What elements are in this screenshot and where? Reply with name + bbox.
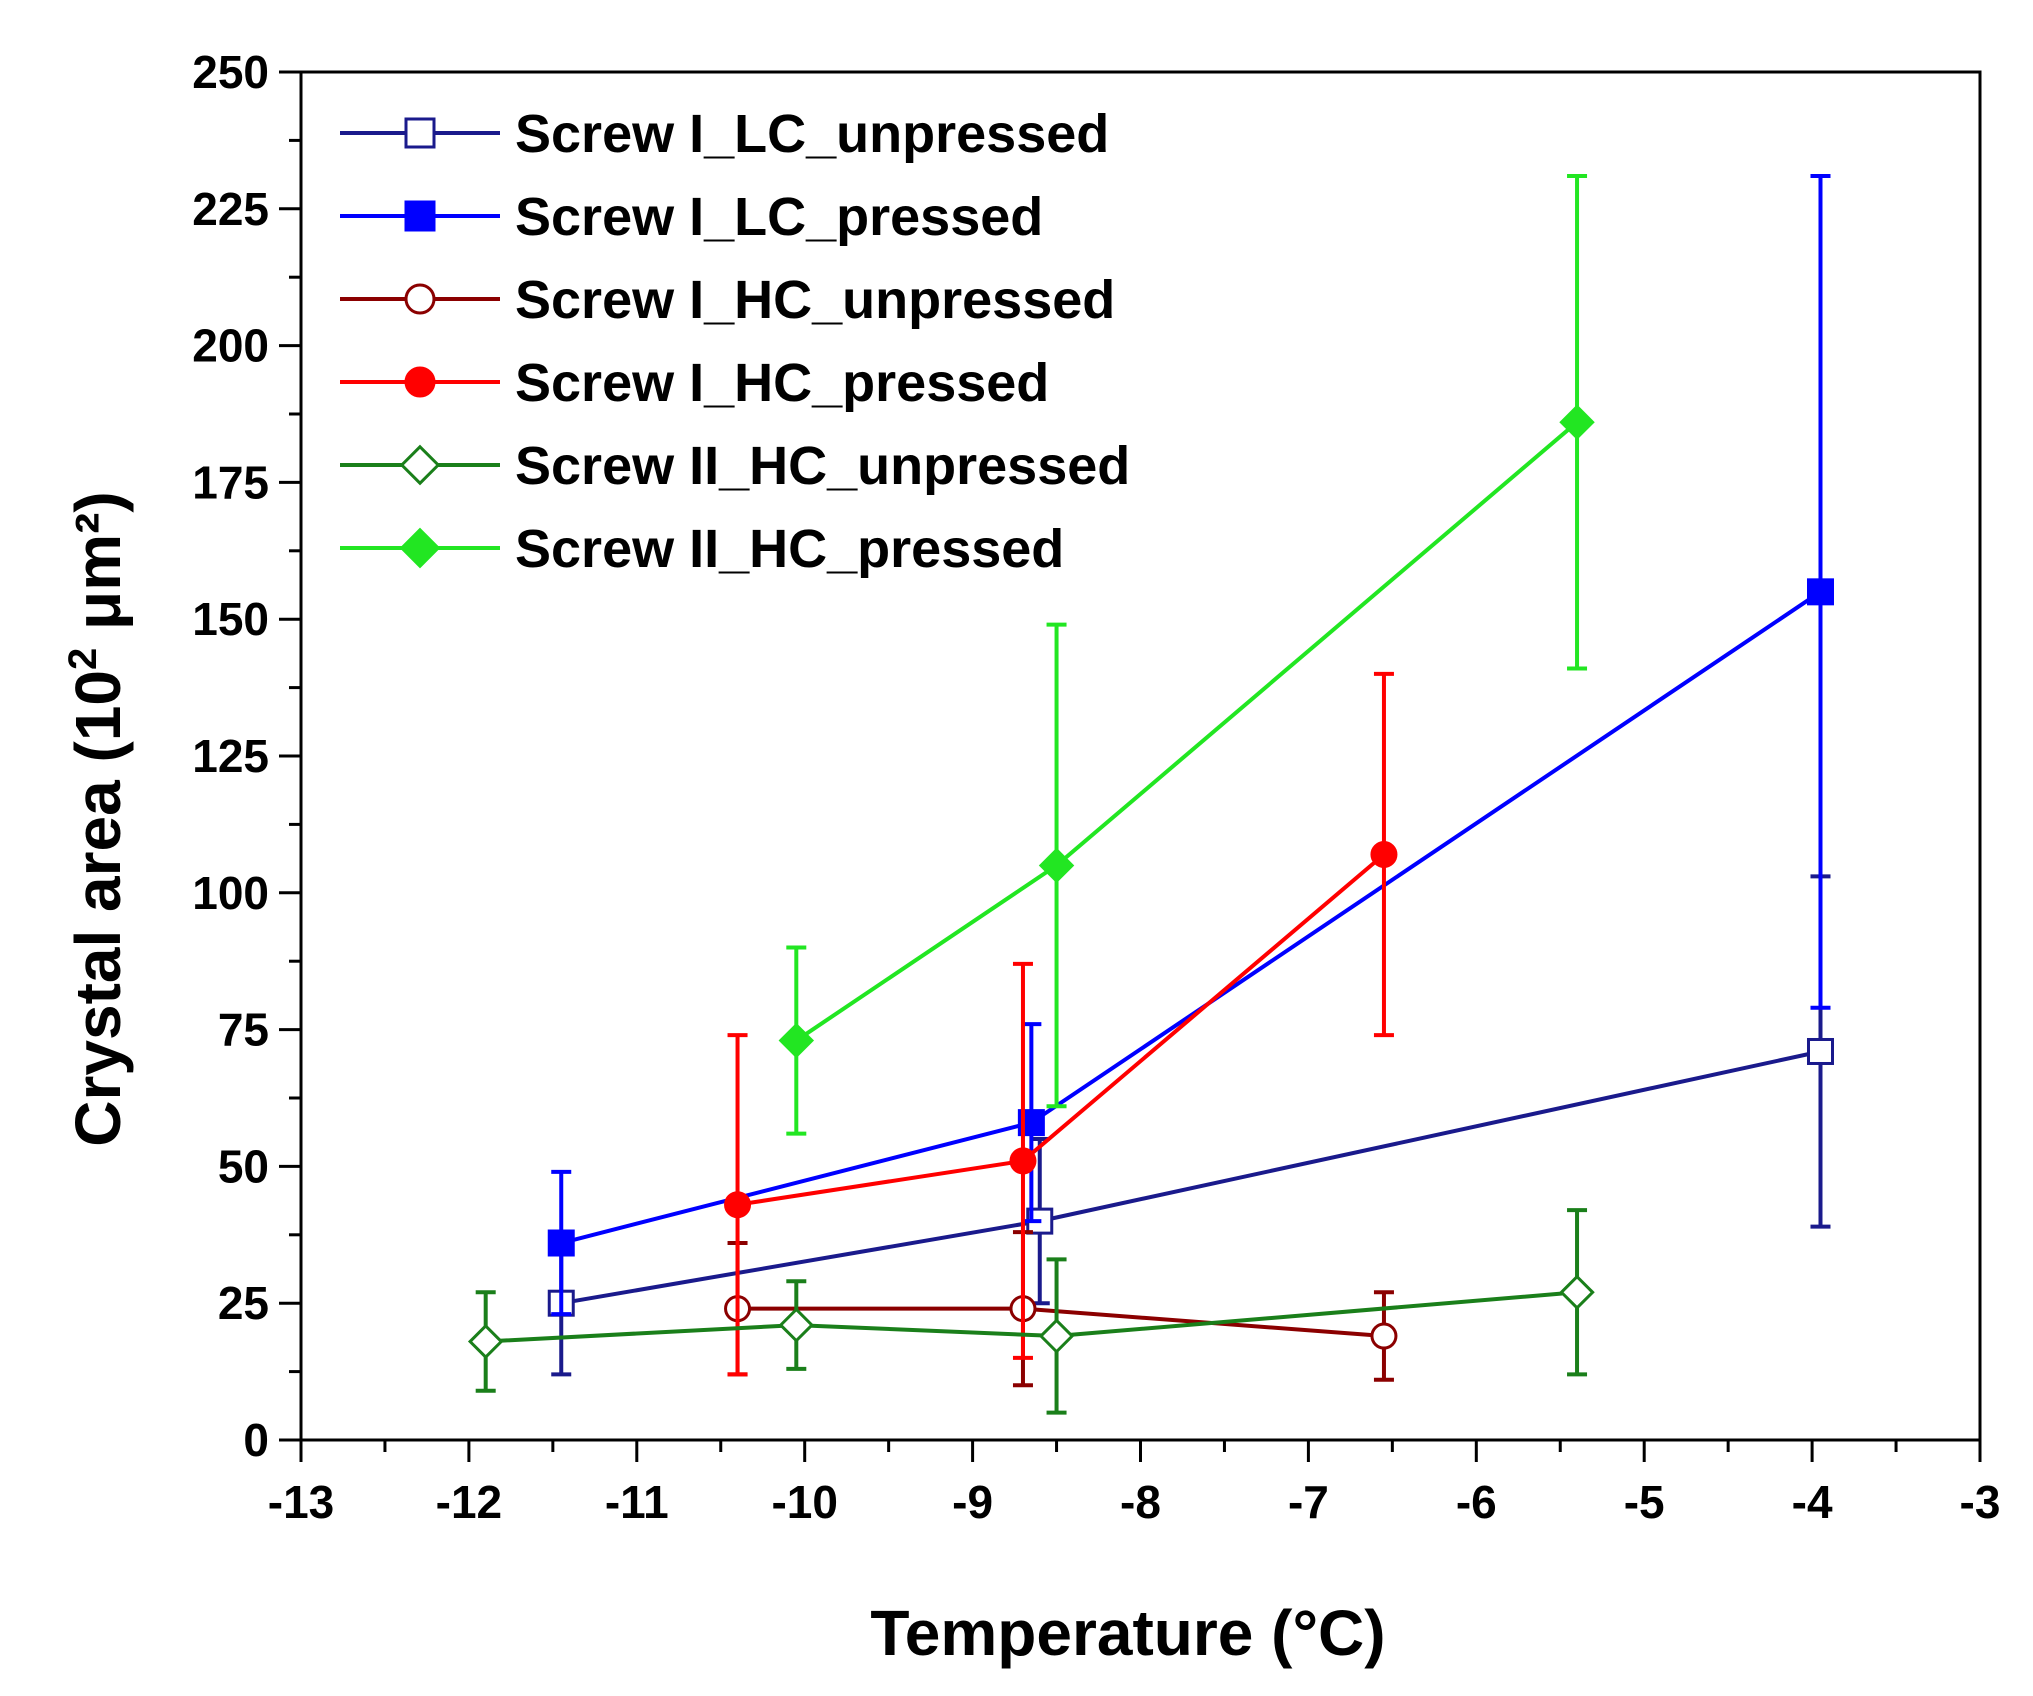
y-tick-label: 0 xyxy=(243,1414,269,1466)
data-point xyxy=(1806,578,1834,606)
data-point xyxy=(1009,1147,1037,1175)
series-line xyxy=(560,590,1822,1245)
x-tick-label: -9 xyxy=(952,1476,993,1528)
series-line xyxy=(560,1049,1821,1306)
y-tick-label: 50 xyxy=(218,1140,269,1192)
y-axis-title-superscript: 2 xyxy=(61,648,105,670)
data-point xyxy=(467,1323,504,1360)
data-point xyxy=(1370,840,1398,868)
y-axis: 0 25 50 75 100 125 150 175 200 225 250 xyxy=(192,46,301,1466)
y-tick-label: 100 xyxy=(192,867,269,919)
data-point xyxy=(1038,1318,1075,1354)
legend-marker xyxy=(404,283,436,315)
data-point xyxy=(724,1191,752,1219)
legend-marker xyxy=(399,444,441,486)
y-tick-label: 150 xyxy=(192,593,269,645)
x-tick-label: -5 xyxy=(1624,1476,1665,1528)
series-layer xyxy=(467,173,1834,1415)
x-tick-label: -7 xyxy=(1288,1476,1329,1528)
series-4 xyxy=(724,671,1398,1377)
x-tick-label: -6 xyxy=(1456,1476,1497,1528)
series-2 xyxy=(547,173,1834,1317)
x-tick-label: -4 xyxy=(1792,1476,1833,1528)
y-axis-title-tail: μm²) xyxy=(62,491,134,647)
y-tick-label: 200 xyxy=(192,320,269,372)
x-tick-label: -8 xyxy=(1120,1476,1161,1528)
x-tick-label: -10 xyxy=(771,1476,837,1528)
legend-marker xyxy=(404,200,436,232)
y-tick-label: 250 xyxy=(192,46,269,98)
legend: Screw I_LC_unpressed Screw I_LC_pressed Sc… xyxy=(340,104,1130,579)
series-line xyxy=(737,852,1386,1207)
x-tick-label: -13 xyxy=(268,1476,334,1528)
data-point xyxy=(1559,404,1595,440)
y-axis-title: Crystal area (102 μm²) xyxy=(61,491,134,1146)
legend-label: Screw I_HC_pressed xyxy=(515,353,1049,413)
legend-item-6: Screw II_HC_pressed xyxy=(340,519,1064,579)
y-tick-label: 175 xyxy=(192,456,269,508)
legend-marker xyxy=(404,117,436,149)
data-point xyxy=(1370,1322,1398,1350)
legend-marker xyxy=(404,366,436,398)
y-tick-label: 125 xyxy=(192,730,269,782)
legend-item-2: Screw I_LC_pressed xyxy=(340,187,1043,247)
y-tick-label: 75 xyxy=(218,1004,269,1056)
data-point xyxy=(1038,847,1075,884)
series-6 xyxy=(778,173,1595,1136)
legend-item-3: Screw I_HC_unpressed xyxy=(340,270,1115,330)
series-line xyxy=(795,420,1579,1043)
data-point xyxy=(1559,1274,1595,1310)
legend-marker xyxy=(399,527,441,569)
data-point xyxy=(1806,1037,1834,1065)
x-tick-label: -3 xyxy=(1960,1476,2001,1528)
x-tick-label: -12 xyxy=(436,1476,502,1528)
y-axis-title-main: Crystal area (10 xyxy=(62,670,134,1147)
y-tick-label: 25 xyxy=(218,1277,269,1329)
legend-label: Screw II_HC_unpressed xyxy=(515,436,1130,496)
data-point xyxy=(778,1307,815,1343)
x-axis: -13 -12 -11 -10 -9 -8 -7 -6 -5 -4 -3 xyxy=(268,1440,2001,1528)
x-tick-label: -11 xyxy=(605,1476,669,1528)
data-point xyxy=(778,1022,815,1059)
legend-item-4: Screw I_HC_pressed xyxy=(340,353,1049,413)
legend-item-1: Screw I_LC_unpressed xyxy=(340,104,1109,164)
legend-label: Screw I_HC_unpressed xyxy=(515,270,1115,330)
legend-label: Screw II_HC_pressed xyxy=(515,519,1064,579)
series-3 xyxy=(724,1230,1398,1388)
legend-item-5: Screw II_HC_unpressed xyxy=(340,436,1130,496)
series-5 xyxy=(467,1208,1595,1415)
series-line xyxy=(485,1290,1578,1344)
y-tick-label: 225 xyxy=(192,183,269,235)
legend-label: Screw I_LC_pressed xyxy=(515,187,1043,247)
data-point xyxy=(547,1229,575,1257)
x-axis-title: Temperature (°C) xyxy=(870,1597,1385,1669)
legend-label: Screw I_LC_unpressed xyxy=(515,104,1109,164)
